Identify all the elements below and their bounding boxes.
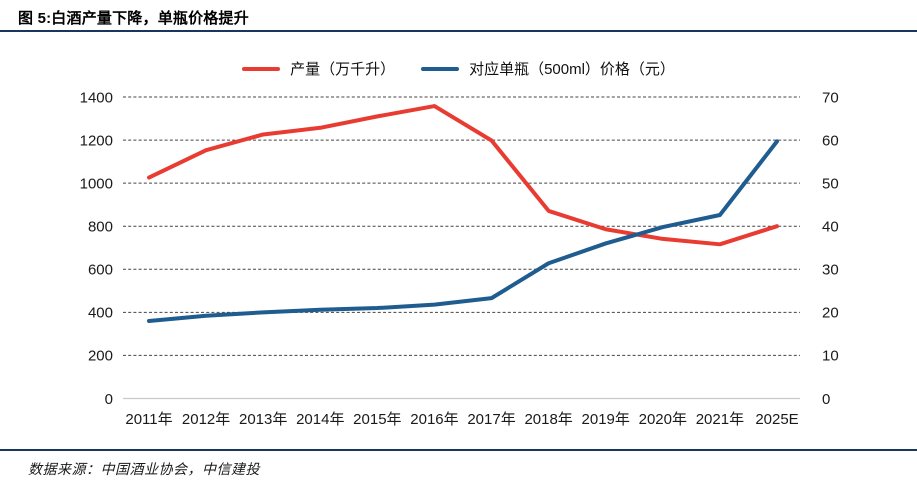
legend-item-price: 对应单瓶（500ml）价格（元） <box>421 58 675 79</box>
y-axis-tick-left: 1200 <box>80 132 113 149</box>
y-axis-tick-left: 600 <box>88 262 113 279</box>
x-axis-label: 2016年 <box>410 411 458 428</box>
x-axis-label: 2017年 <box>467 411 515 428</box>
y-axis-tick-right: 0 <box>822 391 830 408</box>
y-axis-tick-right: 30 <box>822 262 839 279</box>
y-axis-tick-left: 200 <box>88 348 113 365</box>
production-line <box>147 104 779 247</box>
y-axis-tick-right: 70 <box>822 89 839 106</box>
y-axis-tick-right: 60 <box>822 132 839 149</box>
chart-legend: 产量（万千升） 对应单瓶（500ml）价格（元） <box>0 58 917 79</box>
x-axis-label: 2018年 <box>524 411 572 428</box>
price-line <box>147 139 779 323</box>
legend-item-production: 产量（万千升） <box>242 58 395 79</box>
y-axis-tick-right: 10 <box>822 348 839 365</box>
x-axis-label: 2012年 <box>182 411 230 428</box>
y-axis-tick-left: 400 <box>88 305 113 322</box>
figure-title: 图 5:白酒产量下降，单瓶价格提升 <box>18 10 249 27</box>
title-rule <box>0 30 917 32</box>
x-axis-label: 2021年 <box>696 411 744 428</box>
y-axis-tick-right: 20 <box>822 305 839 322</box>
x-axis-label: 2020年 <box>639 411 687 428</box>
x-axis-label: 2014年 <box>296 411 344 428</box>
y-axis-tick-left: 1400 <box>80 89 113 106</box>
x-axis-label: 2025E <box>755 411 798 428</box>
x-axis-label: 2013年 <box>239 411 287 428</box>
y-axis-tick-right: 50 <box>822 175 839 192</box>
legend-swatch-production-line <box>242 66 281 71</box>
data-source: 数据来源：中国酒业协会，中信建投 <box>28 461 260 477</box>
legend-label-price: 对应单瓶（500ml）价格（元） <box>469 61 675 78</box>
y-axis-tick-left: 800 <box>88 219 113 236</box>
y-axis-tick-right: 40 <box>822 219 839 236</box>
y-axis-tick-left: 1000 <box>80 175 113 192</box>
footer-rule <box>0 449 917 451</box>
legend-label-production: 产量（万千升） <box>290 61 396 78</box>
legend-swatch-price-line <box>421 66 460 71</box>
y-axis-tick-left: 0 <box>105 391 113 408</box>
x-axis-label: 2019年 <box>582 411 630 428</box>
x-axis-label: 2015年 <box>353 411 401 428</box>
x-axis-label: 2011年 <box>125 411 172 428</box>
